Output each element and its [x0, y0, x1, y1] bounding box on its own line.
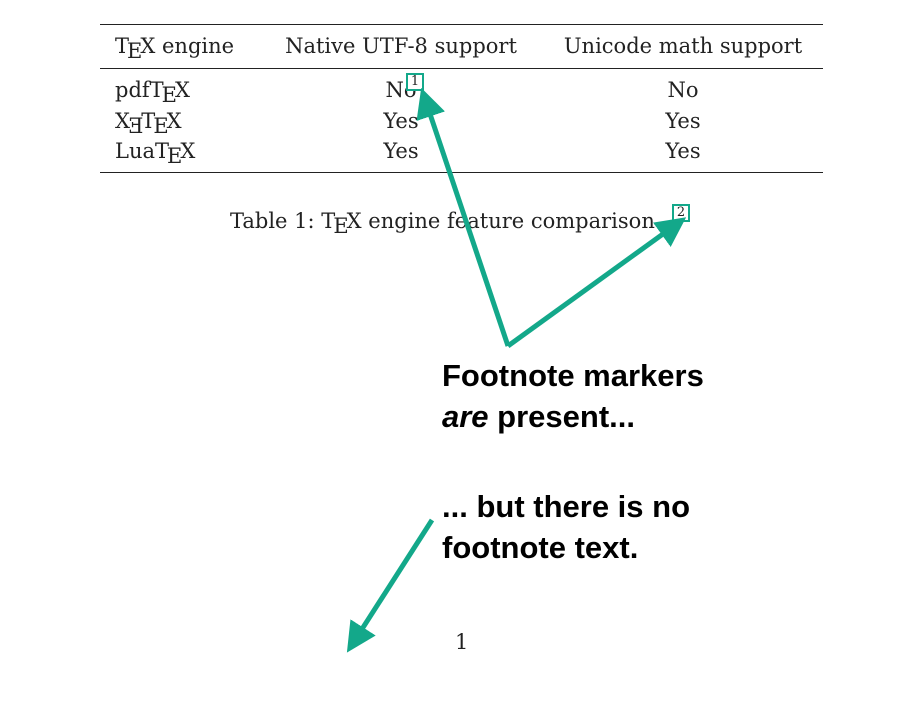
- table-caption: Table 1: TEX engine feature comparison.: [230, 208, 680, 238]
- annotation-markers-present: Footnote markers are present...: [442, 355, 704, 437]
- cell-luatex-math: Yes: [665, 139, 701, 163]
- caption-text: engine feature comparison: [368, 209, 655, 233]
- table-top-rule: [100, 24, 823, 26]
- column-header-utf8: Native UTF-8 support: [285, 34, 517, 58]
- annotation-line: Footnote markers: [442, 358, 704, 393]
- footnote-marker-1: 1: [406, 73, 424, 91]
- cell-pdftex-math: No: [667, 78, 699, 102]
- cell-xetex-math: Yes: [665, 109, 701, 133]
- table-header-rule: [100, 68, 823, 69]
- column-header-engine: TEX engine: [115, 34, 235, 63]
- table-bottom-rule: [100, 172, 823, 174]
- tex-logo: TEX: [115, 34, 156, 63]
- cell-luatex-utf8: Yes: [383, 139, 419, 163]
- caption-tex-logo: TEX: [321, 209, 362, 238]
- annotation-line: footnote text.: [442, 530, 639, 565]
- annotation-line: are present...: [442, 399, 635, 434]
- page-number: 1: [455, 630, 469, 654]
- arrow-to-missing-footnote: [346, 518, 435, 653]
- engine-luatex: LuaTEX: [115, 139, 196, 168]
- column-header-math: Unicode math support: [563, 34, 803, 58]
- arrow-to-marker-1: [416, 87, 511, 347]
- column-header-engine-suffix: engine: [162, 34, 235, 58]
- caption-label: Table 1:: [230, 209, 315, 233]
- annotation-no-footnote-text: ... but there is no footnote text.: [442, 486, 690, 568]
- annotation-emphasis: are: [442, 399, 489, 434]
- engine-pdftex: pdfTEX: [115, 78, 190, 107]
- engine-xetex: XETEX: [115, 109, 182, 138]
- arrow-to-marker-2: [506, 217, 687, 349]
- cell-xetex-utf8: Yes: [383, 109, 419, 133]
- annotation-line: ... but there is no: [442, 489, 691, 524]
